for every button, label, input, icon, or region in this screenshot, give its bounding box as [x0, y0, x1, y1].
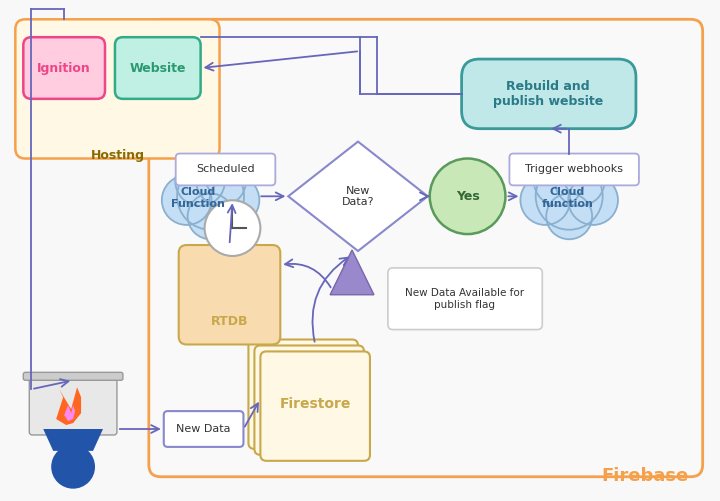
Text: Website: Website: [130, 62, 186, 75]
Polygon shape: [288, 142, 428, 251]
Polygon shape: [64, 405, 75, 421]
Text: New Data Available for
publish flag: New Data Available for publish flag: [405, 288, 524, 310]
Circle shape: [210, 175, 259, 225]
FancyBboxPatch shape: [254, 346, 364, 455]
Text: RTDB: RTDB: [211, 315, 248, 328]
Circle shape: [555, 156, 605, 206]
Circle shape: [188, 193, 233, 239]
Circle shape: [204, 200, 261, 256]
FancyBboxPatch shape: [23, 372, 123, 380]
Text: Hosting: Hosting: [91, 149, 145, 161]
Text: Cloud
Function: Cloud Function: [171, 187, 225, 209]
Polygon shape: [330, 250, 374, 295]
Circle shape: [175, 156, 225, 206]
FancyBboxPatch shape: [462, 59, 636, 129]
FancyBboxPatch shape: [261, 351, 370, 461]
Text: Scheduled: Scheduled: [197, 164, 255, 174]
Text: Firebase: Firebase: [601, 467, 689, 485]
Polygon shape: [43, 429, 103, 451]
Circle shape: [568, 175, 618, 225]
FancyBboxPatch shape: [176, 153, 275, 185]
FancyBboxPatch shape: [163, 411, 243, 447]
FancyBboxPatch shape: [115, 37, 201, 99]
FancyBboxPatch shape: [30, 377, 117, 435]
Text: Cloud
function: Cloud function: [541, 187, 593, 209]
Circle shape: [197, 156, 246, 206]
Text: Yes: Yes: [456, 190, 480, 203]
Text: Firestore: Firestore: [279, 397, 351, 411]
Ellipse shape: [430, 158, 505, 234]
FancyBboxPatch shape: [179, 245, 280, 345]
Circle shape: [177, 163, 244, 230]
FancyBboxPatch shape: [510, 153, 639, 185]
Circle shape: [546, 193, 592, 239]
Circle shape: [534, 156, 583, 206]
Text: New Data: New Data: [176, 424, 231, 434]
FancyBboxPatch shape: [23, 37, 105, 99]
Text: New
Data?: New Data?: [342, 185, 374, 207]
FancyBboxPatch shape: [149, 20, 703, 477]
Polygon shape: [56, 387, 81, 425]
Circle shape: [51, 445, 95, 488]
Circle shape: [536, 163, 603, 230]
Text: Trigger webhooks: Trigger webhooks: [525, 164, 624, 174]
FancyBboxPatch shape: [248, 340, 358, 449]
FancyBboxPatch shape: [388, 268, 542, 330]
Circle shape: [521, 175, 570, 225]
FancyBboxPatch shape: [15, 20, 220, 158]
Text: Rebuild and
publish website: Rebuild and publish website: [493, 80, 603, 108]
Circle shape: [162, 175, 212, 225]
Text: Ignition: Ignition: [37, 62, 91, 75]
